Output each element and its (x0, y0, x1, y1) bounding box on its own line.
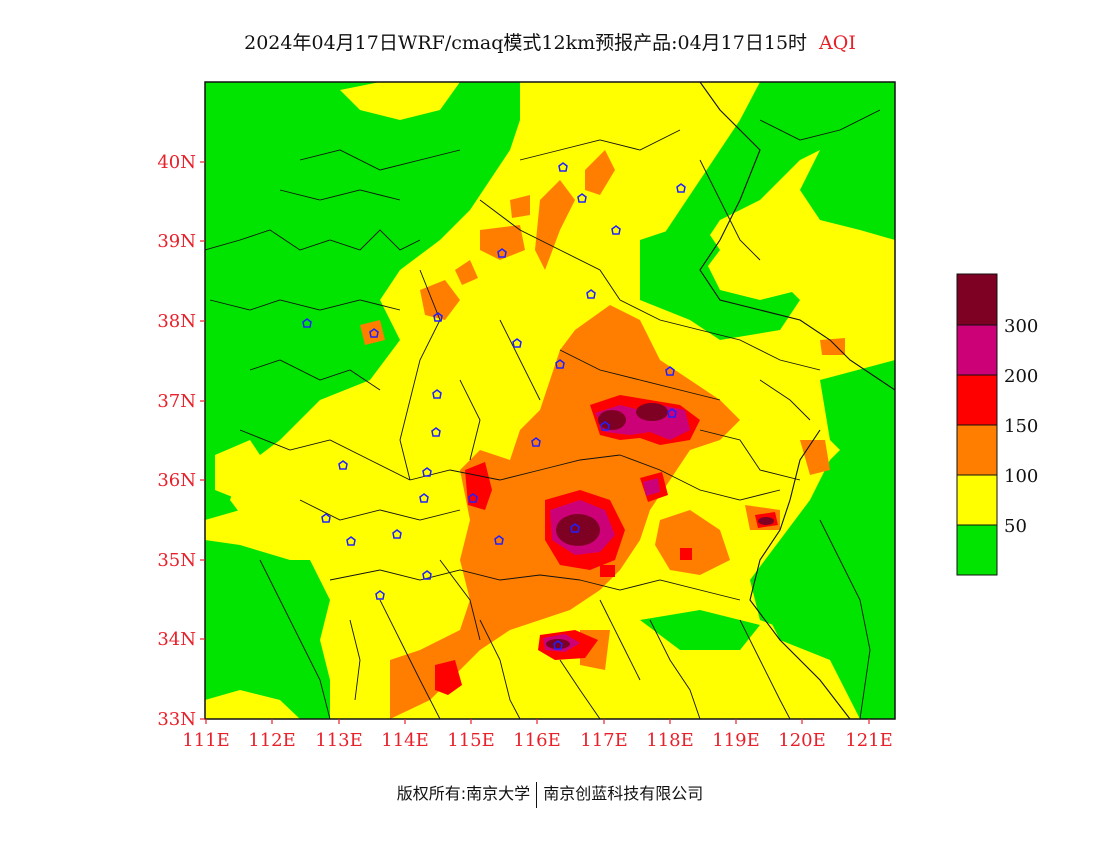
lat-label: 40N (157, 152, 196, 173)
lon-labels: 111E 112E 113E 114E 115E 116E 117E 118E … (182, 730, 893, 751)
lon-label: 117E (580, 730, 628, 751)
lat-label: 34N (157, 629, 196, 650)
lat-label: 39N (157, 231, 196, 252)
station-marker (667, 408, 677, 418)
lon-label: 118E (646, 730, 694, 751)
lon-label: 111E (182, 730, 230, 751)
lat-label: 35N (157, 550, 196, 571)
legend-label: 150 (1004, 416, 1038, 437)
station-marker (419, 493, 429, 503)
station-markers (302, 162, 686, 650)
station-marker (531, 437, 541, 447)
station-marker (422, 467, 432, 477)
station-marker (586, 289, 596, 299)
province-boundaries (205, 109, 881, 719)
legend-label: 200 (1004, 366, 1038, 387)
station-marker (338, 460, 348, 470)
station-marker (431, 427, 441, 437)
legend-swatch-good (956, 524, 998, 576)
lon-label: 120E (778, 730, 826, 751)
legend-swatch-usg (956, 424, 998, 476)
lon-label: 115E (447, 730, 495, 751)
lat-label: 37N (157, 391, 196, 412)
lat-labels: 33N 34N 35N 36N 37N 38N 39N 40N (157, 152, 196, 730)
station-marker (611, 225, 621, 235)
station-marker (468, 493, 478, 503)
station-marker (570, 523, 580, 533)
lat-label: 38N (157, 311, 196, 332)
title-variable: AQI (819, 32, 856, 54)
lon-label: 114E (381, 730, 429, 751)
coastline (699, 82, 895, 719)
lon-label: 112E (248, 730, 296, 751)
legend-label: 300 (1004, 316, 1038, 337)
station-marker (665, 366, 675, 376)
legend-labels: 50 100 150 200 300 (1004, 316, 1038, 537)
station-marker (302, 318, 312, 328)
title-main: 2024年04月17日WRF/cmaq模式12km预报产品:04月17日15时 (244, 32, 808, 54)
lon-label: 121E (845, 730, 893, 751)
station-marker (555, 359, 565, 369)
station-marker (321, 513, 331, 523)
footer-separator (536, 781, 538, 808)
legend-swatch-unhealthy (956, 374, 998, 426)
legend-swatch-moderate (956, 474, 998, 526)
station-marker (433, 312, 443, 322)
lon-label: 116E (513, 730, 561, 751)
aqi-field (205, 82, 895, 719)
station-marker (676, 183, 686, 193)
lat-label: 33N (157, 709, 196, 730)
legend-swatch-hazardous (956, 273, 998, 326)
station-marker (553, 640, 563, 650)
aqi-hazardous-region (546, 403, 774, 649)
station-marker (375, 590, 385, 600)
aqi-good-islands (640, 82, 895, 719)
copyright-left: 版权所有:南京大学 (396, 784, 531, 803)
station-marker (346, 536, 356, 546)
legend-label: 50 (1004, 516, 1027, 537)
station-marker (369, 328, 379, 338)
station-marker (392, 529, 402, 539)
legend-label: 100 (1004, 466, 1038, 487)
lat-label: 36N (157, 470, 196, 491)
station-marker (494, 535, 504, 545)
station-marker (497, 248, 507, 258)
station-marker (512, 338, 522, 348)
station-marker (600, 421, 610, 431)
station-marker (577, 193, 587, 203)
lon-label: 113E (315, 730, 363, 751)
copyright-right: 南京创蓝科技有限公司 (543, 784, 704, 803)
lon-label: 119E (712, 730, 760, 751)
station-marker (422, 570, 432, 580)
station-marker (432, 389, 442, 399)
legend-swatch-very-unhealthy (956, 324, 998, 376)
copyright-footer: 版权所有:南京大学 南京创蓝科技有限公司 (0, 780, 1100, 808)
lat-ticks (200, 161, 205, 720)
station-marker (558, 162, 568, 172)
map-title: 2024年04月17日WRF/cmaq模式12km预报产品:04月17日15时 A… (0, 28, 1100, 55)
lon-ticks (205, 719, 870, 724)
aqi-legend: 50 100 150 200 300 (956, 273, 1038, 576)
